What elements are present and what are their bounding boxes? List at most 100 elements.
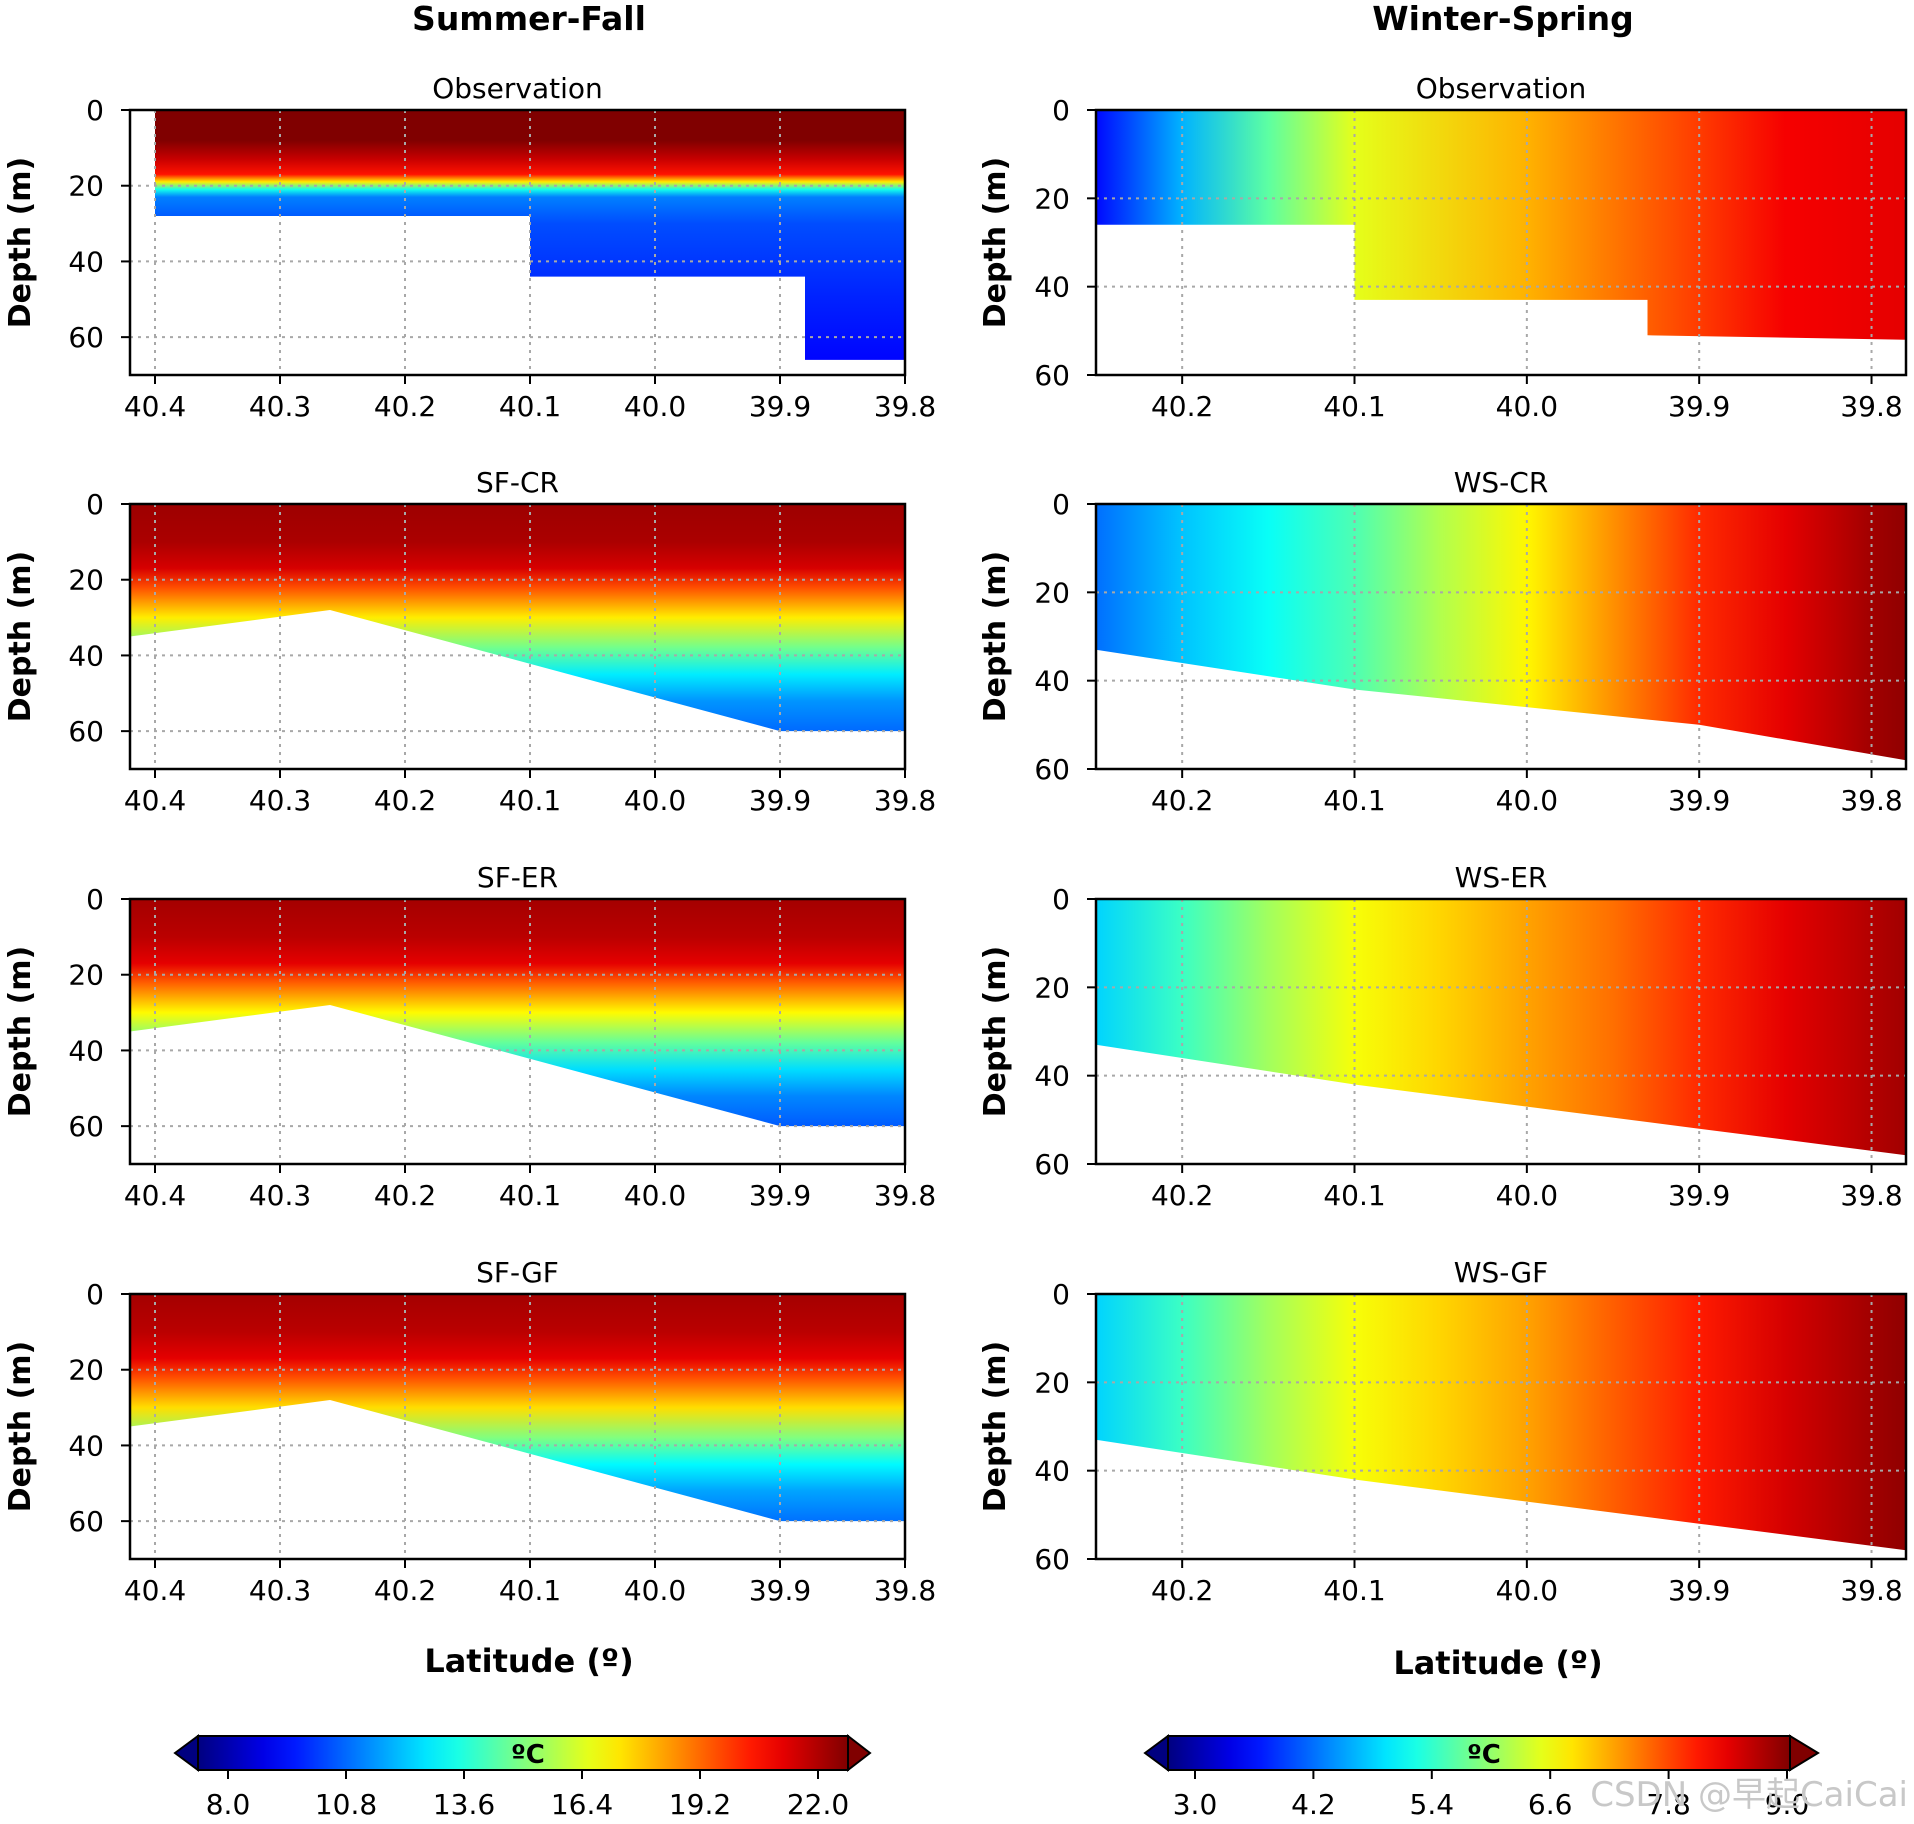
- y-tick-label: 0: [86, 883, 104, 916]
- y-axis-label: Depth (m): [978, 157, 1013, 329]
- y-tick-label: 20: [68, 170, 104, 203]
- colorbar-unit-label: ºC: [1467, 1740, 1501, 1770]
- colorbar-tick-label: 22.0: [787, 1788, 849, 1821]
- x-tick-label: 40.1: [499, 1574, 561, 1607]
- colorbar-tick-label: 7.8: [1646, 1788, 1691, 1821]
- temperature-field: [130, 899, 905, 1127]
- x-tick-label: 40.3: [249, 1179, 311, 1212]
- x-tick-label: 40.2: [1151, 1574, 1213, 1607]
- x-tick-label: 40.0: [624, 1179, 686, 1212]
- panel-title: Observation: [1416, 72, 1587, 105]
- x-tick-label: 39.9: [749, 390, 811, 423]
- y-tick-label: 20: [68, 564, 104, 597]
- panel-title: SF-CR: [476, 466, 559, 499]
- y-axis-label: Depth (m): [3, 1341, 38, 1513]
- x-tick-label: 39.9: [1668, 390, 1730, 423]
- y-tick-label: 20: [1034, 1366, 1070, 1399]
- x-tick-label: 40.0: [624, 784, 686, 817]
- colorbar-min-extend: [1143, 1734, 1169, 1772]
- y-tick-label: 0: [86, 488, 104, 521]
- y-tick-label: 40: [1034, 1060, 1070, 1093]
- x-tick-label: 39.8: [1840, 1179, 1902, 1212]
- temperature-field: [1096, 1294, 1906, 1551]
- x-tick-label: 39.8: [1840, 784, 1902, 817]
- y-tick-label: 60: [1034, 1543, 1070, 1576]
- x-tick-label: 40.4: [124, 390, 186, 423]
- y-tick-label: 60: [68, 321, 104, 354]
- x-tick-label: 40.2: [1151, 784, 1213, 817]
- x-tick-label: 40.2: [1151, 390, 1213, 423]
- y-tick-label: 60: [68, 1505, 104, 1538]
- colorbar-tick-label: 8.0: [206, 1788, 251, 1821]
- x-tick-label: 40.0: [624, 390, 686, 423]
- colorbar-bar: [197, 1735, 849, 1771]
- x-tick-label: 40.1: [1323, 1179, 1385, 1212]
- colorbar-unit-label: ºC: [511, 1740, 545, 1770]
- panel-title: SF-ER: [477, 861, 558, 894]
- colorbar-bar: [1167, 1735, 1791, 1771]
- y-tick-label: 60: [68, 715, 104, 748]
- y-tick-label: 0: [1052, 94, 1070, 127]
- colorbar-tick-label: 6.6: [1528, 1788, 1573, 1821]
- colorbar-tick-label: 13.6: [433, 1788, 495, 1821]
- x-tick-label: 39.9: [749, 784, 811, 817]
- y-tick-label: 40: [1034, 1455, 1070, 1488]
- y-tick-label: 20: [1034, 182, 1070, 215]
- x-tick-label: 40.0: [1496, 1179, 1558, 1212]
- y-tick-label: 20: [68, 959, 104, 992]
- column-title-winter-spring: Winter-Spring: [1372, 0, 1633, 38]
- x-tick-label: 40.4: [124, 1574, 186, 1607]
- x-tick-label: 39.8: [874, 784, 936, 817]
- colorbar-max-extend: [847, 1733, 872, 1773]
- colorbar-tick-label: 3.0: [1173, 1788, 1218, 1821]
- x-tick-label: 40.1: [499, 1179, 561, 1212]
- colorbar-tick-label: 4.2: [1291, 1788, 1336, 1821]
- panels: Observation 40.4 40.3 40.2 40.1 40.0 39.9 39.8 0…: [3, 72, 1908, 1607]
- x-tick-label: 40.1: [1323, 784, 1385, 817]
- y-tick-label: 0: [1052, 488, 1070, 521]
- y-tick-label: 0: [1052, 883, 1070, 916]
- panel-summer-fall-sf-gf: SF-GF 40.4 40.3 40.2 40.1 40.0 39.9 39.8 0 20 40 60…: [3, 1256, 936, 1607]
- plot-frame: [1094, 1292, 1908, 1561]
- x-tick-label: 40.2: [374, 390, 436, 423]
- y-tick-label: 20: [1034, 576, 1070, 609]
- x-tick-label: 39.9: [749, 1179, 811, 1212]
- colorbar-max-extend: [1789, 1734, 1820, 1772]
- x-tick-label: 40.2: [374, 784, 436, 817]
- y-tick-label: 40: [1034, 665, 1070, 698]
- y-tick-label: 20: [1034, 971, 1070, 1004]
- x-tick-label: 40.0: [1496, 784, 1558, 817]
- temperature-field: [1096, 504, 1906, 761]
- x-tick-label: 39.9: [1668, 784, 1730, 817]
- y-tick-label: 0: [86, 94, 104, 127]
- y-tick-label: 0: [86, 1278, 104, 1311]
- temperature-field: [130, 504, 905, 732]
- x-tick-label: 39.9: [749, 1574, 811, 1607]
- y-tick-label: 40: [68, 1034, 104, 1067]
- panel-winter-spring-ws-er: WS-ER 40.2 40.1 40.0 39.9 39.8 0 20 40 60 Depth (m…: [978, 861, 1908, 1212]
- y-tick-label: 0: [1052, 1278, 1070, 1311]
- colorbar-tick-label: 5.4: [1410, 1788, 1455, 1821]
- x-tick-label: 40.3: [249, 1574, 311, 1607]
- x-tick-label: 39.8: [874, 1179, 936, 1212]
- colorbar-tick-label: 16.4: [551, 1788, 613, 1821]
- panel-summer-fall-sf-cr: SF-CR 40.4 40.3 40.2 40.1 40.0 39.9 39.8 0 20 40 60…: [3, 466, 936, 817]
- x-tick-label: 39.8: [874, 390, 936, 423]
- x-tick-label: 39.8: [1840, 1574, 1902, 1607]
- x-tick-label: 40.1: [1323, 390, 1385, 423]
- x-tick-label: 40.0: [1496, 390, 1558, 423]
- panel-title: WS-GF: [1454, 1256, 1548, 1289]
- colorbar-min-extend: [173, 1734, 199, 1772]
- x-tick-label: 40.3: [249, 784, 311, 817]
- panel-summer-fall-sf-er: SF-ER 40.4 40.3 40.2 40.1 40.0 39.9 39.8 0 20 40 60…: [3, 861, 936, 1212]
- y-tick-label: 20: [68, 1354, 104, 1387]
- x-tick-label: 40.2: [374, 1574, 436, 1607]
- y-tick-label: 60: [1034, 359, 1070, 392]
- panel-title: Observation: [432, 72, 603, 105]
- plot-frame: [128, 502, 907, 771]
- x-tick-label: 39.8: [874, 1574, 936, 1607]
- y-axis-label: Depth (m): [978, 1341, 1013, 1513]
- column-title-summer-fall: Summer-Fall: [412, 0, 646, 38]
- panel-summer-fall-observation: Observation 40.4 40.3 40.2 40.1 40.0 39.9 39.8 0…: [3, 72, 936, 423]
